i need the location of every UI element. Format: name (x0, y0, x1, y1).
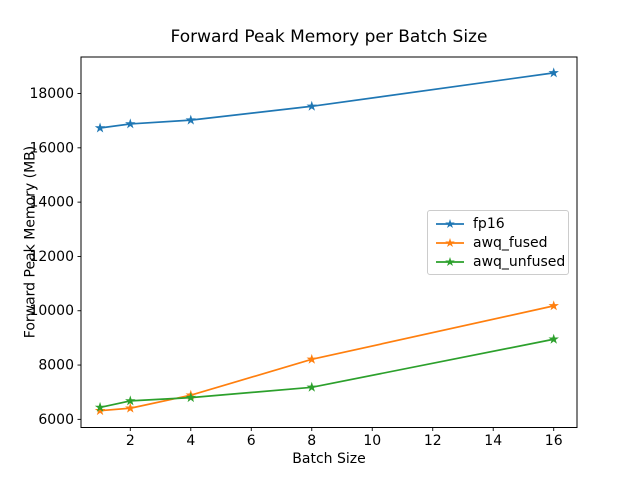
series-line-awq_fused (99, 305, 555, 412)
data-point-marker-fp16 (306, 100, 317, 111)
x-tick-label: 12 (424, 433, 442, 449)
legend-label-fp16: fp16 (473, 215, 505, 232)
data-point-marker-awq_fused (125, 402, 136, 413)
legend: fp16 awq_fused awq_unfused (427, 210, 569, 275)
legend-line-sample-awq-unfused (436, 256, 464, 266)
data-point-marker-awq_unfused (185, 392, 197, 403)
legend-line-sample-fp16 (436, 218, 464, 228)
data-point-marker-fp16 (185, 114, 197, 125)
data-point-marker-awq_fused (306, 353, 317, 364)
data-point-marker-awq_unfused (306, 381, 317, 392)
x-axis-label: Batch Size (292, 451, 366, 467)
x-tick-label: 4 (186, 433, 195, 449)
y-tick-label: 10000 (29, 303, 74, 319)
x-tick-label: 6 (247, 433, 256, 449)
data-point-marker-awq_fused (94, 405, 106, 416)
chart-title: Forward Peak Memory per Batch Size (170, 27, 488, 47)
data-point-marker-fp16 (548, 67, 559, 78)
x-tick-label: 8 (307, 433, 316, 449)
series-line-awq_unfused (99, 338, 555, 409)
x-tick-label: 2 (126, 433, 135, 449)
legend-sample-marker-fp16 (445, 218, 455, 228)
x-tick-label: 16 (545, 433, 563, 449)
legend-item-awq-unfused: awq_unfused (435, 252, 565, 271)
legend-line-sample-awq-fused (436, 237, 464, 247)
y-tick-label: 18000 (29, 86, 74, 102)
data-point-marker-fp16 (94, 122, 106, 133)
data-point-marker-awq_unfused (94, 401, 106, 412)
data-point-marker-awq_unfused (548, 333, 559, 344)
legend-item-fp16: fp16 (435, 214, 561, 233)
y-tick-label: 8000 (38, 358, 74, 374)
data-point-marker-awq_fused (548, 300, 559, 311)
data-point-marker-fp16 (125, 118, 136, 129)
legend-label-awq-fused: awq_fused (473, 234, 548, 251)
legend-sample-marker-awq_fused (445, 237, 455, 247)
axes-spines (80, 56, 578, 428)
legend-sample-marker-awq_unfused (445, 256, 455, 266)
legend-label-awq-unfused: awq_unfused (473, 253, 566, 270)
y-tick-label: 16000 (29, 140, 74, 156)
y-tick-label: 6000 (38, 412, 74, 428)
y-tick-label: 12000 (29, 249, 74, 265)
legend-item-awq-fused: awq_fused (435, 233, 561, 252)
y-tick-label: 14000 (29, 195, 74, 211)
x-tick-label: 14 (484, 433, 502, 449)
data-point-marker-awq_unfused (125, 395, 136, 406)
series-line-fp16 (99, 72, 555, 129)
x-tick-label: 10 (363, 433, 381, 449)
